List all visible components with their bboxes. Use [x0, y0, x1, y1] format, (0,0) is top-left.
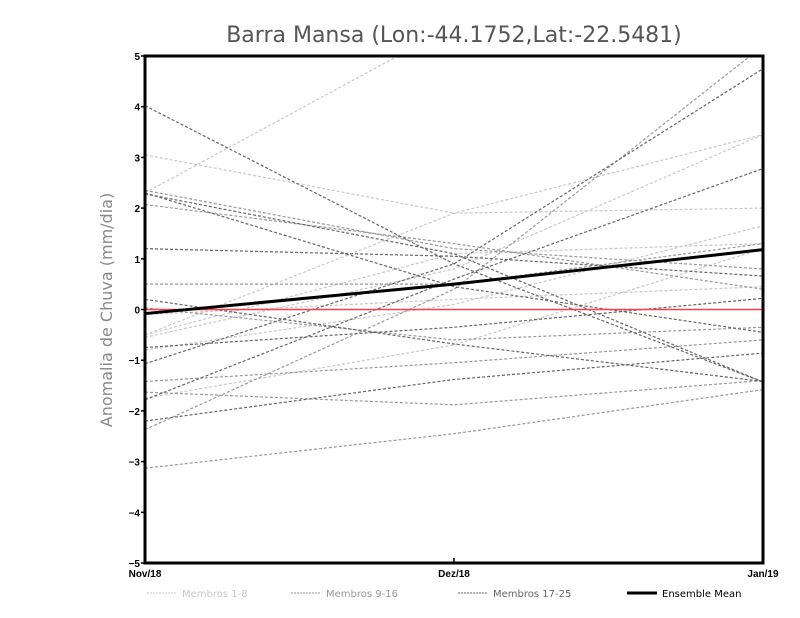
member-line-25	[145, 192, 763, 333]
member-line-19	[145, 193, 763, 383]
member-line-8	[145, 242, 763, 336]
member-line-1	[145, 56, 400, 194]
y-tick-label: −2	[129, 407, 141, 418]
member-line-3	[145, 134, 763, 336]
y-tick-label: 5	[134, 52, 140, 63]
member-line-20	[145, 68, 763, 365]
member-line-11	[145, 389, 763, 469]
y-tick-label: −1	[129, 356, 141, 367]
member-line-13	[145, 242, 763, 285]
x-tick-label: Jan/19	[747, 569, 779, 580]
y-tick-label: −5	[129, 559, 141, 570]
x-tick-label: Nov/18	[129, 569, 162, 580]
member-line-16	[145, 307, 763, 341]
member-line-17	[145, 105, 763, 383]
legend-label: Membros 17-25	[493, 589, 571, 600]
chart-title: Barra Mansa (Lon:-44.1752,Lat:-22.5481)	[226, 23, 682, 48]
member-line-5	[145, 225, 763, 351]
y-tick-label: −4	[129, 508, 141, 519]
legend-label: Membros 9-16	[326, 589, 398, 600]
ensemble-mean-line	[144, 248, 764, 316]
member-line-21	[145, 167, 763, 401]
y-tick-label: 4	[134, 103, 140, 114]
member-line-15	[145, 203, 763, 290]
member-line-9	[145, 56, 752, 431]
member-line-6	[145, 286, 763, 316]
member-line-12	[145, 379, 763, 406]
member-line-4	[145, 134, 763, 338]
chart-marks	[144, 248, 764, 316]
legend-label: Membros 1-8	[182, 589, 248, 600]
member-line-24	[145, 352, 763, 422]
legend-label: Ensemble Mean	[662, 589, 741, 600]
y-tick-label: 2	[134, 204, 140, 215]
x-tick-label: Dez/18	[438, 569, 470, 580]
legend: Membros 1-8 Membros 9-16 Membros 17-25 Ense…	[147, 589, 741, 600]
y-tick-label: 1	[134, 255, 140, 266]
member-line-2	[145, 154, 763, 214]
member-line-22	[145, 298, 763, 383]
y-tick-label: 3	[134, 153, 140, 164]
y-axis-label: Anomalia de Chuva (mm/dia)	[97, 193, 116, 427]
member-lines	[145, 56, 763, 469]
member-line-23	[145, 297, 763, 349]
y-tick-label: −3	[129, 458, 141, 469]
y-tick-label: 0	[134, 306, 140, 317]
member-line-18	[145, 248, 763, 277]
member-line-14	[145, 339, 763, 383]
